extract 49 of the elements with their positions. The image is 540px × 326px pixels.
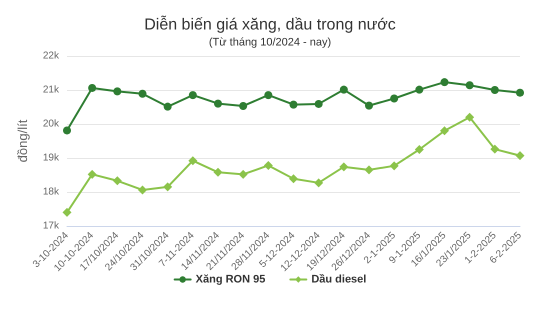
point <box>414 145 424 154</box>
y-axis-title: đồng/lít <box>15 119 30 162</box>
point <box>365 102 373 110</box>
point <box>415 86 424 94</box>
point <box>63 126 71 134</box>
point <box>112 176 122 186</box>
point <box>364 165 374 174</box>
point <box>214 168 222 177</box>
legend-label: Dầu diesel <box>311 274 366 286</box>
point <box>138 90 146 98</box>
point <box>62 208 72 217</box>
point <box>188 91 197 100</box>
point <box>138 185 147 194</box>
point <box>164 102 172 111</box>
y-tick-label: 20k <box>42 118 60 130</box>
point <box>440 78 448 86</box>
point <box>466 81 474 90</box>
point <box>339 162 348 172</box>
y-tick-label: 18k <box>42 186 60 198</box>
legend-label: Xăng RON 95 <box>196 274 266 286</box>
point <box>239 102 248 110</box>
point <box>390 161 399 170</box>
point <box>264 160 273 170</box>
y-tick-label: 22k <box>42 50 60 62</box>
point <box>238 170 248 179</box>
point <box>290 100 298 109</box>
point <box>264 91 272 100</box>
point <box>88 170 97 179</box>
y-tick-label: 19k <box>42 152 60 164</box>
point <box>390 94 398 102</box>
point <box>490 86 499 94</box>
point <box>314 100 323 108</box>
chart-subtitle: (Từ tháng 10/2024 - nay) <box>208 36 332 48</box>
point <box>88 84 96 92</box>
point <box>516 88 524 97</box>
point <box>113 87 122 96</box>
chart-title: Diễn biến giá xăng, dầu trong nước <box>144 16 396 34</box>
point <box>163 182 172 192</box>
y-tick-label: 21k <box>42 84 60 96</box>
point <box>289 174 298 184</box>
point <box>340 86 348 94</box>
point <box>188 156 198 166</box>
point <box>465 112 474 122</box>
point <box>490 144 500 154</box>
y-tick-label: 17k <box>42 220 60 232</box>
point <box>314 178 324 188</box>
point <box>440 126 449 136</box>
point <box>214 100 222 108</box>
point <box>516 151 524 160</box>
